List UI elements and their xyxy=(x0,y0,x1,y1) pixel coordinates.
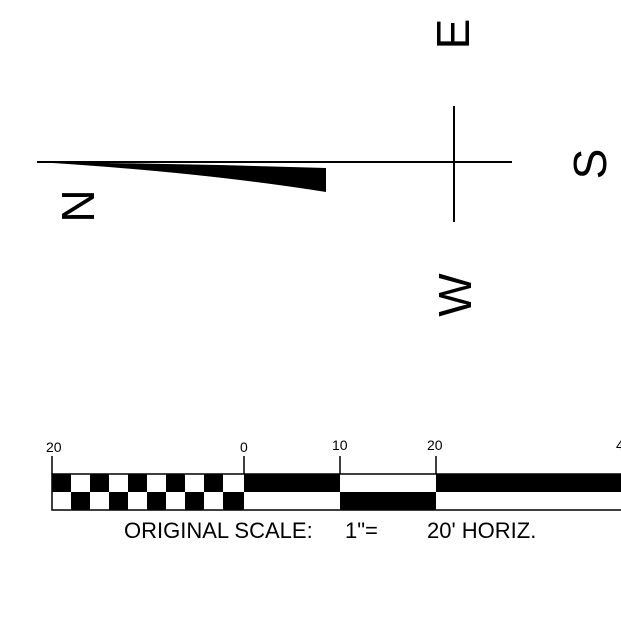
north-arrow-and-scale-diagram: E S N W 20 0 10 20 4 xyxy=(37,19,621,511)
scale-caption: ORIGINAL SCALE: 1"= 20' HORIZ. xyxy=(0,514,621,550)
scale-segment-10-20 xyxy=(340,492,436,510)
scale-label-ten: 10 xyxy=(332,437,348,453)
scale-segment-0-10 xyxy=(244,474,340,492)
scale-label-left: 20 xyxy=(46,439,62,455)
scale-caption-value: 20' HORIZ. xyxy=(427,518,537,543)
scale-caption-prefix: ORIGINAL SCALE: xyxy=(124,518,313,543)
scale-caption-ratio: 1"= xyxy=(345,518,378,543)
scale-checker xyxy=(52,474,244,510)
scale-bar: 20 0 10 20 4 xyxy=(46,437,621,511)
direction-label-east: E xyxy=(427,19,479,50)
direction-label-west: W xyxy=(429,273,481,317)
north-arrow-blade xyxy=(37,162,326,192)
scale-label-zero: 0 xyxy=(240,439,248,455)
scale-label-forty: 4 xyxy=(616,437,621,453)
scale-segment-20-40 xyxy=(436,474,621,492)
scale-label-twenty: 20 xyxy=(427,437,443,453)
direction-label-south: S xyxy=(564,149,616,180)
direction-label-north: N xyxy=(52,189,104,222)
